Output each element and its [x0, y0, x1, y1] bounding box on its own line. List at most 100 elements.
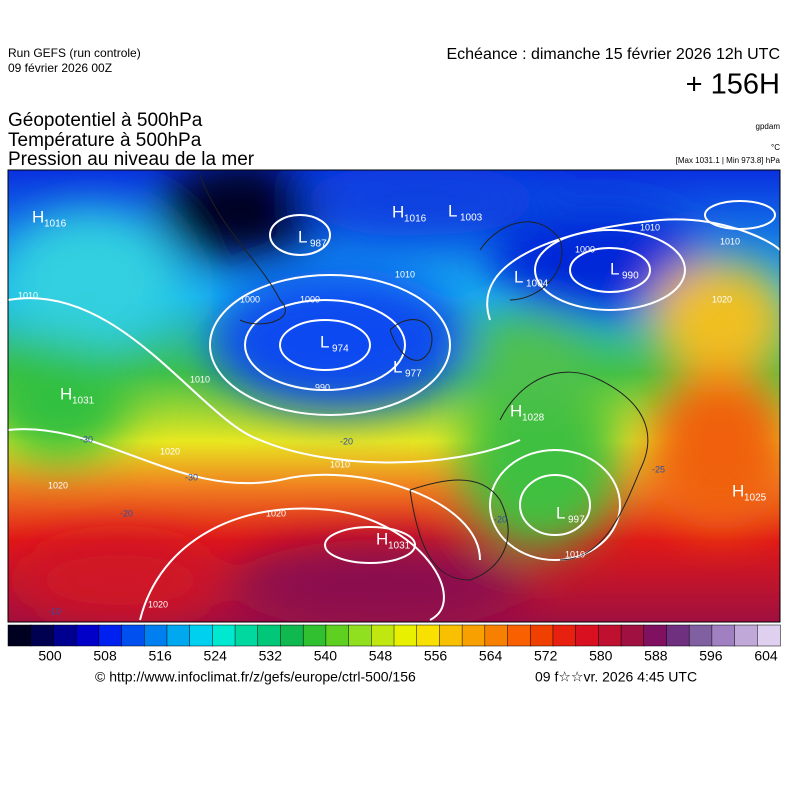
center-type: H — [510, 401, 522, 420]
colorbar-swatch — [620, 624, 645, 647]
isotherm-label: -25 — [652, 464, 665, 474]
colorbar-label: 540 — [314, 648, 338, 664]
center-value: 1025 — [744, 493, 767, 504]
valid-time: Echéance : dimanche 15 février 2026 12h … — [446, 46, 780, 63]
center-value: 1031 — [72, 396, 95, 407]
colorbar-swatch — [461, 624, 486, 647]
colorbar-swatch — [325, 624, 350, 647]
colorbar-swatch — [189, 624, 214, 647]
colorbar: 500 508 516 524 532 540 548 556 564 572 580 588 596 6… — [7, 624, 781, 664]
center-type: H — [376, 529, 388, 548]
colorbar-swatch — [234, 624, 259, 647]
colorbar-swatch — [257, 624, 282, 647]
map-frame — [7, 169, 781, 623]
colorbar-label: 588 — [644, 648, 668, 664]
colorbar-label: 596 — [699, 648, 723, 664]
colorbar-swatch — [7, 624, 32, 647]
center-value: 1016 — [44, 219, 67, 230]
center-value: 1003 — [460, 213, 483, 224]
colorbar-swatch — [666, 624, 690, 647]
run-title: Run GEFS (run controle) — [8, 46, 141, 60]
map-field — [8, 170, 780, 622]
isobar-label: 1020 — [266, 508, 286, 518]
center-type: H — [60, 384, 72, 403]
lead-time: + 156H — [686, 69, 780, 101]
colorbar-swatch — [688, 624, 713, 647]
isobar-label: 1010 — [190, 374, 210, 384]
colorbar-label: 548 — [369, 648, 393, 664]
colorbar-swatch — [416, 624, 441, 647]
colorbar-swatch — [75, 624, 100, 647]
colorbar-swatch — [53, 624, 77, 647]
colorbar-swatch — [643, 624, 668, 647]
isotherm-label: -30 — [185, 472, 198, 482]
center-type: H — [32, 207, 44, 226]
isobar-label: 1020 — [160, 446, 180, 456]
colorbar-label: 580 — [589, 648, 613, 664]
center-value: 1028 — [522, 413, 545, 424]
isobar-label: 1010 — [18, 290, 38, 300]
center-value: 990 — [622, 271, 639, 282]
colorbar-label: 572 — [534, 648, 558, 664]
colorbar-swatch — [348, 624, 373, 647]
center-type: L — [514, 267, 523, 286]
center-value: 977 — [405, 369, 422, 380]
colorbar-swatch — [212, 624, 236, 647]
isobar-label: 1000 — [300, 294, 320, 304]
colorbar-swatch — [757, 624, 781, 647]
generated-time: 09 f☆☆vr. 2026 4:45 UTC — [535, 669, 697, 685]
colorbar-swatch — [166, 624, 191, 647]
run-date: 09 février 2026 00Z — [8, 61, 112, 75]
isobar-label: 1010 — [565, 549, 585, 559]
isobars — [8, 200, 780, 621]
colorbar-swatch — [575, 624, 600, 647]
colorbar-label: 556 — [424, 648, 448, 664]
colorbar-swatch — [598, 624, 622, 647]
isobar-label: 1010 — [330, 459, 350, 469]
colorbar-label: 500 — [38, 648, 62, 664]
isotherm-label: -20 — [494, 514, 507, 524]
colorbar-label: 524 — [204, 648, 228, 664]
isotherm-label: -10 — [48, 606, 61, 616]
center-type: L — [610, 259, 619, 278]
isobar-label: 1020 — [48, 480, 68, 490]
isobar-label: 1010 — [640, 222, 660, 232]
center-value: 1004 — [526, 279, 549, 290]
source-url: © http://www.infoclimat.fr/z/gefs/europe… — [95, 669, 416, 685]
colorbar-label: 516 — [148, 648, 172, 664]
field-name: Pression au niveau de la mer — [8, 149, 255, 170]
coastlines — [199, 174, 649, 581]
isobar-label: 990 — [315, 382, 330, 392]
isobar-label: 1010 — [395, 269, 415, 279]
center-value: 1031 — [388, 541, 411, 552]
isobar-label: 1010 — [720, 236, 740, 246]
center-type: L — [298, 227, 307, 246]
colorbar-swatch — [371, 624, 395, 647]
colorbar-swatch — [439, 624, 463, 647]
center-type: L — [393, 357, 402, 376]
unit: gpdam — [756, 122, 781, 131]
unit: °C — [771, 143, 780, 152]
colorbar-swatch — [484, 624, 509, 647]
colorbar-swatch — [393, 624, 418, 647]
isobar-label: 1020 — [148, 599, 168, 609]
isotherm-label: -20 — [340, 436, 353, 446]
isobar-label: 1000 — [240, 294, 260, 304]
center-value: 974 — [332, 344, 349, 355]
isobar-label: 1020 — [712, 294, 732, 304]
colorbar-swatch — [529, 624, 554, 647]
colorbar-swatch — [711, 624, 736, 647]
colorbar-swatch — [734, 624, 759, 647]
colorbar-swatch — [507, 624, 531, 647]
colorbar-swatch — [98, 624, 123, 647]
center-type: L — [556, 503, 565, 522]
center-value: 987 — [310, 239, 327, 250]
center-type: H — [732, 481, 744, 500]
colorbar-label: 604 — [754, 648, 778, 664]
colorbar-label: 564 — [479, 648, 503, 664]
contour-labels: 1010 1000 990 1010 1000 1010 1020 1020 1010 1020 1… — [18, 222, 740, 616]
colorbar-swatch — [121, 624, 145, 647]
colorbar-swatch — [552, 624, 577, 647]
